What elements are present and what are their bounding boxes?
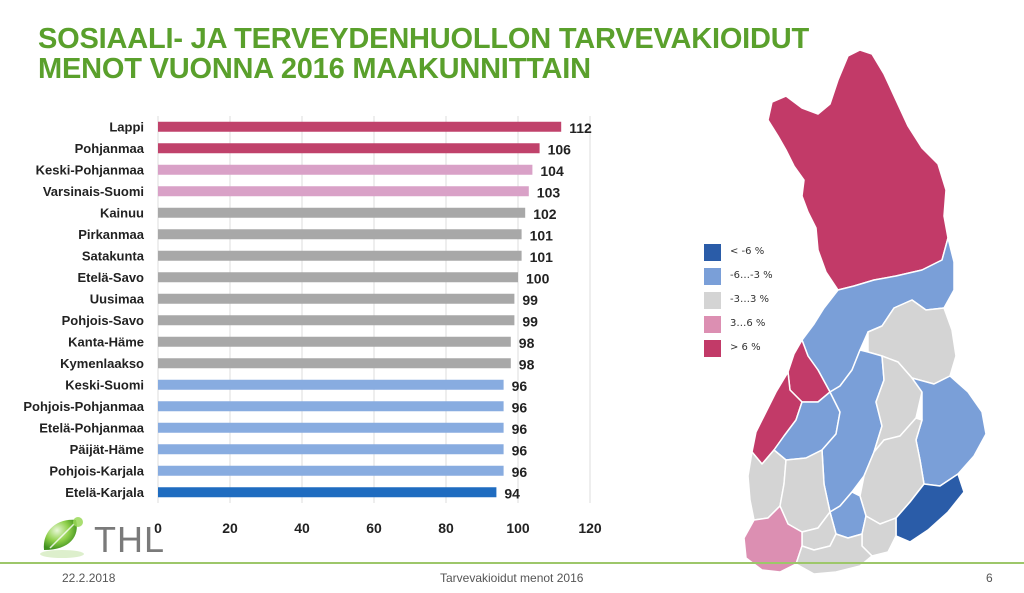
category-label: Satakunta [82,248,145,263]
value-label: 104 [540,163,564,179]
bar [158,315,515,326]
value-label: 98 [519,335,535,351]
footer-title: Tarvevakioidut menot 2016 [440,571,584,585]
x-tick-label: 60 [366,520,382,536]
legend-swatch [704,244,721,261]
value-label: 101 [530,227,554,243]
value-label: 96 [512,442,528,458]
value-label: 100 [526,270,550,286]
x-tick-label: 20 [222,520,238,536]
legend-label: 3…6 % [730,318,766,329]
value-label: 99 [522,292,538,308]
value-label: 103 [537,184,561,200]
value-label: 96 [512,464,528,480]
category-label: Kanta-Häme [68,334,144,349]
logo-text: THL [94,519,166,560]
category-label: Pohjois-Savo [62,313,144,328]
map-region-pirkanmaa [779,449,831,533]
category-label: Päijät-Häme [70,442,144,457]
category-label: Etelä-Pohjanmaa [39,420,145,435]
bar [158,379,504,390]
legend-label: -3…3 % [730,294,770,305]
category-label: Kymenlaakso [60,356,144,371]
category-label: Etelä-Savo [78,270,145,285]
category-label: Etelä-Karjala [65,485,145,500]
map-region-lappi [767,49,949,291]
legend-label: > 6 % [730,342,761,353]
legend-label: -6…-3 % [730,270,773,281]
bar-chart: Lappi 112 Pohjanmaa 106 Keski-Pohjanmaa 104 Va… [23,116,602,536]
value-label: 101 [530,249,554,265]
x-tick-label: 100 [506,520,530,536]
category-label: Lappi [109,119,144,134]
bar [158,207,526,218]
bar [158,121,562,132]
title-line-2: MENOT VUONNA 2016 MAAKUNNITTAIN [38,53,591,85]
bar [158,336,511,347]
bar [158,164,533,175]
bar [158,186,529,197]
footer-divider [0,562,1024,564]
x-tick-label: 40 [294,520,310,536]
category-label: Pohjanmaa [75,141,145,156]
bar [158,272,518,283]
value-label: 98 [519,356,535,372]
map-region-uusimaa [795,533,873,575]
x-tick-label: 120 [578,520,602,536]
bar [158,229,522,240]
value-label: 96 [512,378,528,394]
bar [158,358,511,369]
category-label: Varsinais-Suomi [43,184,144,199]
x-tick-label: 80 [438,520,454,536]
value-label: 96 [512,421,528,437]
legend-swatch [704,316,721,333]
page-number: 6 [986,571,993,585]
bar [158,143,540,154]
category-label: Kainuu [100,205,144,220]
category-label: Keski-Suomi [65,377,144,392]
category-label: Uusimaa [90,291,145,306]
category-label: Keski-Pohjanmaa [36,162,145,177]
map-region-etela-karjala [895,473,965,543]
value-label: 99 [522,313,538,329]
bar [158,422,504,433]
leaf-logo-icon [40,517,84,558]
bar [158,293,515,304]
value-label: 96 [512,399,528,415]
category-label: Pohjois-Karjala [49,463,144,478]
bar [158,444,504,455]
bar [158,250,522,261]
value-label: 102 [533,206,557,222]
footer-date: 22.2.2018 [62,571,116,585]
map-region-pohjois-karjala [911,375,987,487]
category-label: Pirkanmaa [78,227,145,242]
x-tick-label: 0 [154,520,162,536]
value-label: 112 [569,120,592,136]
legend-label: < -6 % [730,246,765,257]
legend-swatch [704,292,721,309]
category-label: Pohjois-Pohjanmaa [23,399,144,414]
title-line-1: SOSIAALI- JA TERVEYDENHUOLLON TARVEVAKIO… [38,23,810,55]
legend-swatch [704,340,721,357]
bar [158,465,504,476]
page-title: SOSIAALI- JA TERVEYDENHUOLLON TARVEVAKIO… [38,23,810,85]
bar [158,487,497,498]
thl-logo: THL [36,514,186,562]
value-label: 94 [504,485,520,501]
legend-swatch [704,268,721,285]
finland-region-map [743,49,987,575]
bar [158,401,504,412]
value-label: 106 [548,141,572,157]
